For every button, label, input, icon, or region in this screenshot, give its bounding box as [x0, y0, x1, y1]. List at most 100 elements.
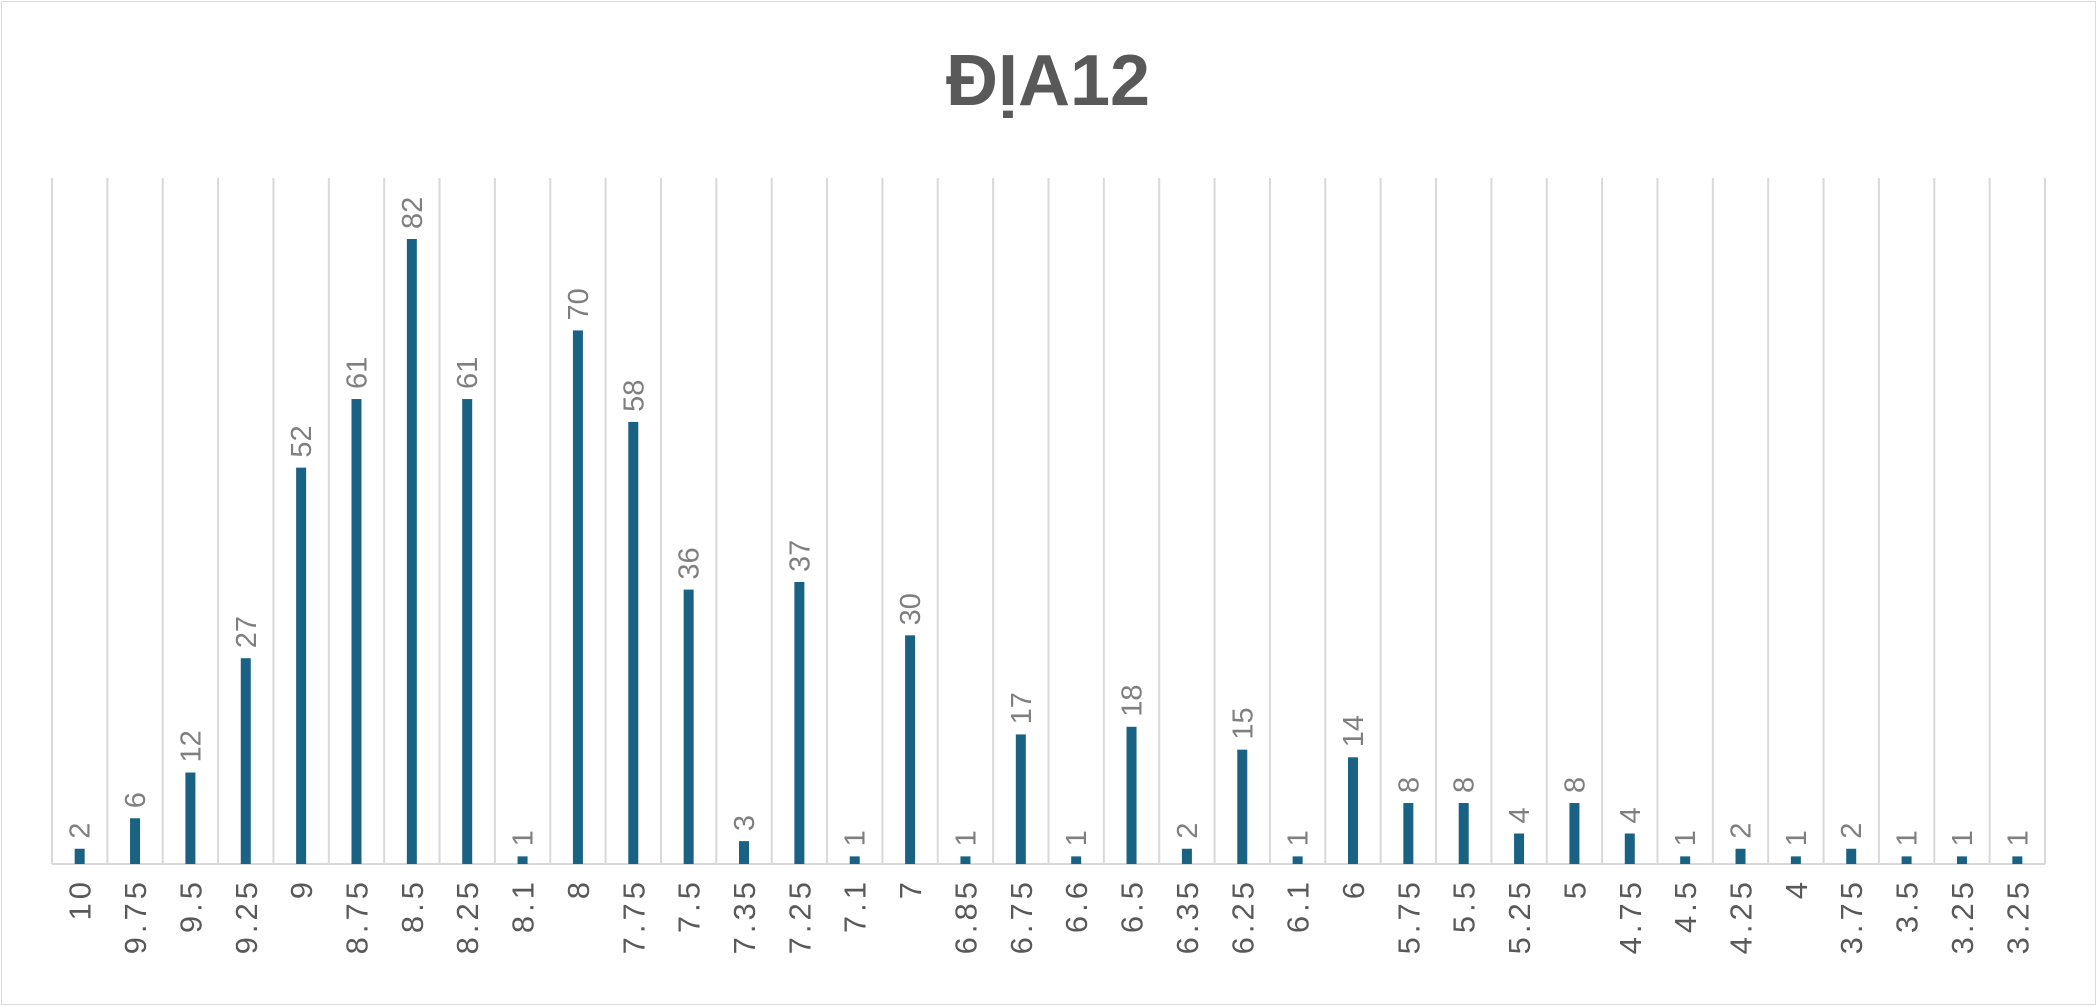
data-label-4: 52: [286, 425, 318, 457]
data-label-13: 37: [784, 540, 816, 572]
tick-label-13: 7.25: [782, 878, 817, 954]
data-label-19: 18: [1117, 685, 1149, 717]
data-label-28: 4: [1615, 807, 1647, 823]
data-label-25: 8: [1449, 777, 1481, 793]
bar-12: [739, 841, 750, 864]
bar-9: [572, 330, 583, 864]
data-label-27: 8: [1559, 777, 1591, 793]
bar-21: [1237, 749, 1248, 864]
bar-32: [1846, 848, 1857, 864]
bar-0: [74, 848, 85, 864]
bar-28: [1624, 833, 1635, 864]
data-label-22: 1: [1283, 830, 1315, 846]
data-label-10: 58: [618, 380, 650, 412]
bar-6: [406, 238, 417, 864]
data-label-11: 36: [674, 547, 706, 579]
data-label-33: 1: [1892, 830, 1924, 846]
bar-11: [683, 589, 694, 864]
tick-label-9: 8: [561, 878, 596, 899]
data-label-34: 1: [1947, 830, 1979, 846]
bar-17: [1015, 734, 1026, 864]
data-label-31: 1: [1781, 830, 1813, 846]
bar-23: [1347, 757, 1358, 864]
bar-25: [1458, 803, 1469, 864]
tick-label-17: 6.75: [1004, 878, 1039, 954]
data-label-5: 61: [341, 357, 373, 389]
data-label-7: 61: [452, 357, 484, 389]
bar-5: [351, 399, 362, 864]
tick-label-29: 4.5: [1668, 878, 1703, 933]
tick-label-23: 6: [1336, 878, 1371, 899]
tick-label-35: 3.25: [2000, 878, 2035, 954]
data-labels: 2612275261826117058363371301171182151148…: [65, 197, 2035, 847]
data-label-2: 12: [175, 730, 207, 762]
bar-16: [960, 856, 971, 864]
tick-label-30: 4.25: [1724, 878, 1759, 954]
tick-label-15: 7: [893, 878, 928, 899]
tick-label-32: 3.75: [1834, 878, 1869, 954]
tick-label-4: 9: [284, 878, 319, 899]
tick-label-26: 5.25: [1502, 878, 1537, 954]
tick-label-19: 6.5: [1115, 878, 1150, 933]
data-label-21: 15: [1227, 707, 1259, 739]
data-label-12: 3: [729, 815, 761, 831]
bar-34: [1956, 856, 1967, 864]
tick-label-11: 7.5: [672, 878, 707, 933]
tick-label-16: 6.85: [948, 878, 983, 954]
bar-29: [1680, 856, 1691, 864]
tick-label-21: 6.25: [1225, 878, 1260, 954]
tick-label-20: 6.35: [1170, 878, 1205, 954]
bar-33: [1901, 856, 1912, 864]
data-label-9: 70: [563, 288, 595, 320]
tick-label-2: 9.5: [173, 878, 208, 933]
bar-15: [905, 635, 916, 864]
tick-label-12: 7.35: [727, 878, 762, 954]
data-label-18: 1: [1061, 830, 1093, 846]
tick-label-8: 8.1: [506, 878, 541, 933]
bar-13: [794, 581, 805, 864]
bar-24: [1403, 803, 1414, 864]
bar-18: [1071, 856, 1082, 864]
data-label-1: 6: [120, 792, 152, 808]
data-label-8: 1: [508, 830, 540, 846]
bar-4: [296, 467, 307, 864]
bar-3: [240, 658, 251, 864]
bar-10: [628, 421, 639, 864]
data-label-35: 1: [2002, 830, 2034, 846]
tick-label-10: 7.75: [616, 878, 651, 954]
tick-label-1: 9.75: [118, 878, 153, 954]
tick-label-5: 8.75: [339, 878, 374, 954]
gridlines: [51, 178, 2046, 865]
tick-label-18: 6.6: [1059, 878, 1094, 933]
bars: [74, 238, 2023, 864]
tick-label-31: 4: [1779, 878, 1814, 899]
data-label-0: 2: [65, 823, 97, 839]
tick-label-27: 5: [1557, 878, 1592, 899]
bar-27: [1569, 803, 1580, 864]
bar-19: [1126, 726, 1137, 864]
bar-31: [1790, 856, 1801, 864]
data-label-6: 82: [397, 197, 429, 229]
tick-label-33: 3.5: [1890, 878, 1925, 933]
data-label-30: 2: [1726, 823, 1758, 839]
bar-20: [1181, 848, 1192, 864]
tick-label-34: 3.25: [1945, 878, 1980, 954]
tick-label-0: 10: [63, 878, 98, 920]
data-label-17: 17: [1006, 692, 1038, 724]
bar-1: [130, 818, 141, 864]
tick-label-22: 6.1: [1281, 878, 1316, 933]
x-tick-labels: 10 9.75 9.5 9.25 9 8.75 8.5 8.25 8.1 8 7.75 7.5 7.35…: [63, 878, 2036, 954]
bar-14: [849, 856, 860, 864]
data-label-20: 2: [1172, 823, 1204, 839]
data-label-29: 1: [1670, 830, 1702, 846]
bar-7: [462, 399, 473, 864]
tick-label-14: 7.1: [838, 878, 873, 933]
data-label-23: 14: [1338, 715, 1370, 747]
tick-label-7: 8.25: [450, 878, 485, 954]
bar-8: [517, 856, 528, 864]
data-label-14: 1: [840, 830, 872, 846]
tick-label-6: 8.5: [395, 878, 430, 933]
tick-label-3: 9.25: [229, 878, 264, 954]
